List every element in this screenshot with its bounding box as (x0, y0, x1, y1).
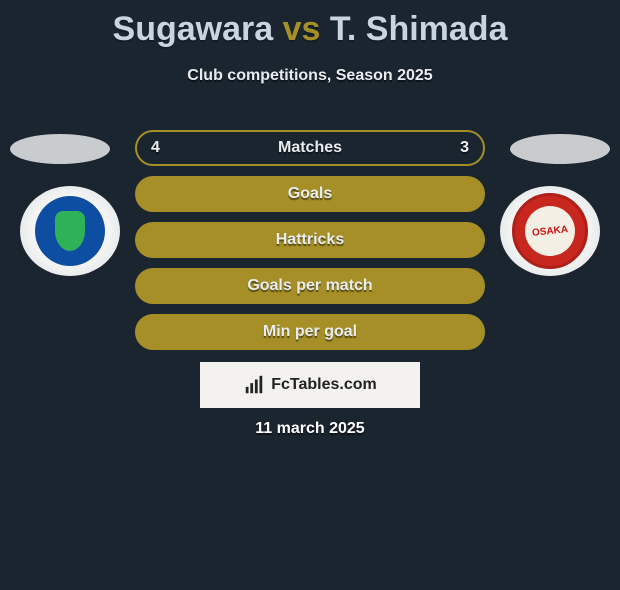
tochigi-crest-inner (35, 196, 105, 266)
crest-text: OSAKA (523, 204, 578, 259)
date-label: 11 march 2025 (0, 420, 620, 438)
stat-bar-min-per-goal: Min per goal (135, 314, 485, 350)
crest-emblem-icon (55, 211, 85, 251)
subtitle: Club competitions, Season 2025 (0, 67, 620, 85)
player2-club-crest: OSAKA (500, 186, 600, 276)
stat-bar-goals-per-match: Goals per match (135, 268, 485, 304)
player1-country-oval (10, 134, 110, 164)
osaka-crest-inner: OSAKA (512, 193, 588, 269)
page-title: Sugawara vs T. Shimada (0, 10, 620, 49)
stat-bar-hattricks: Hattricks (135, 222, 485, 258)
stat-label: Hattricks (276, 231, 344, 249)
stat-label: Goals (288, 185, 332, 203)
player2-name: T. Shimada (330, 10, 508, 48)
branding-text: FcTables.com (271, 376, 377, 394)
vs-label: vs (283, 10, 321, 48)
stats-column: 4 Matches 3 Goals Hattricks Goals per ma… (135, 130, 485, 360)
player1-club-crest (20, 186, 120, 276)
stat-bar-matches: 4 Matches 3 (135, 130, 485, 166)
player2-country-oval (510, 134, 610, 164)
stat-left-value: 4 (151, 139, 160, 157)
stat-right-value: 3 (460, 139, 469, 157)
stat-label: Goals per match (247, 277, 372, 295)
stat-label: Matches (278, 139, 342, 157)
player1-name: Sugawara (113, 10, 274, 48)
stat-bar-goals: Goals (135, 176, 485, 212)
branding-box: FcTables.com (200, 362, 420, 408)
chart-icon (243, 374, 265, 396)
stat-label: Min per goal (263, 323, 357, 341)
